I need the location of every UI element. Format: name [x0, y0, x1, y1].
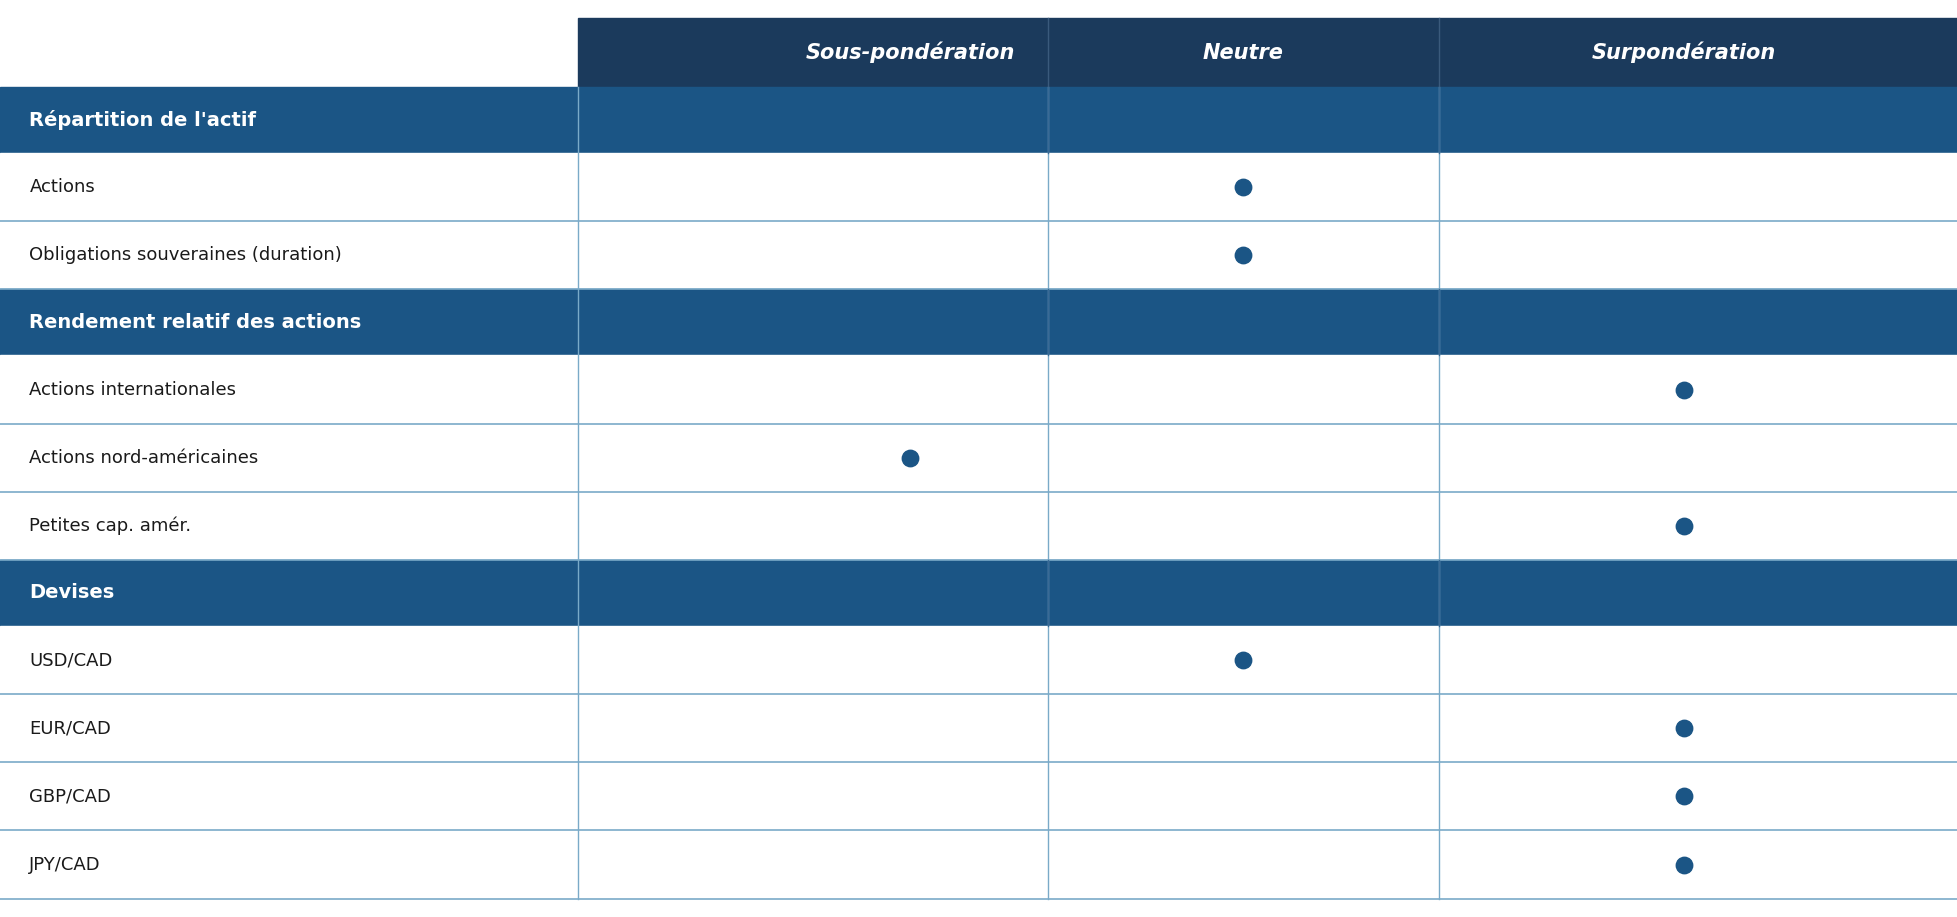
Bar: [0, 560, 577, 626]
Text: USD/CAD: USD/CAD: [29, 651, 114, 669]
Text: Surpondération: Surpondération: [1591, 42, 1775, 63]
Text: Neutre: Neutre: [1202, 43, 1284, 62]
Point: [1227, 180, 1258, 194]
Point: [1227, 653, 1258, 668]
Point: [1667, 857, 1699, 872]
Text: Obligations souveraines (duration): Obligations souveraines (duration): [29, 247, 342, 264]
Bar: [0, 356, 1957, 424]
Text: Actions internationales: Actions internationales: [29, 381, 237, 399]
Text: EUR/CAD: EUR/CAD: [29, 719, 112, 737]
Bar: [0, 18, 577, 87]
Point: [1667, 721, 1699, 735]
Bar: [0, 694, 1957, 762]
Bar: [0, 424, 1957, 492]
Bar: [577, 290, 1957, 356]
Bar: [577, 560, 1957, 626]
Text: GBP/CAD: GBP/CAD: [29, 788, 112, 805]
Bar: [0, 626, 1957, 694]
Point: [1667, 382, 1699, 397]
Point: [1667, 519, 1699, 534]
Point: [1667, 789, 1699, 803]
Bar: [0, 831, 1957, 899]
Text: Rendement relatif des actions: Rendement relatif des actions: [29, 313, 362, 332]
Text: Actions nord-américaines: Actions nord-américaines: [29, 448, 258, 467]
Text: Sous-pondération: Sous-pondération: [806, 42, 1014, 63]
Bar: [0, 153, 1957, 221]
Text: JPY/CAD: JPY/CAD: [29, 856, 102, 874]
Point: [1227, 248, 1258, 262]
Bar: [577, 87, 1957, 153]
Bar: [577, 18, 1957, 87]
Bar: [0, 762, 1957, 831]
Text: Petites cap. amér.: Petites cap. amér.: [29, 516, 192, 536]
Bar: [0, 87, 577, 153]
Bar: [0, 290, 577, 356]
Bar: [0, 492, 1957, 560]
Text: Devises: Devises: [29, 583, 115, 602]
Text: Répartition de l'actif: Répartition de l'actif: [29, 110, 256, 130]
Text: Actions: Actions: [29, 178, 96, 196]
Point: [894, 450, 926, 465]
Bar: [0, 221, 1957, 290]
